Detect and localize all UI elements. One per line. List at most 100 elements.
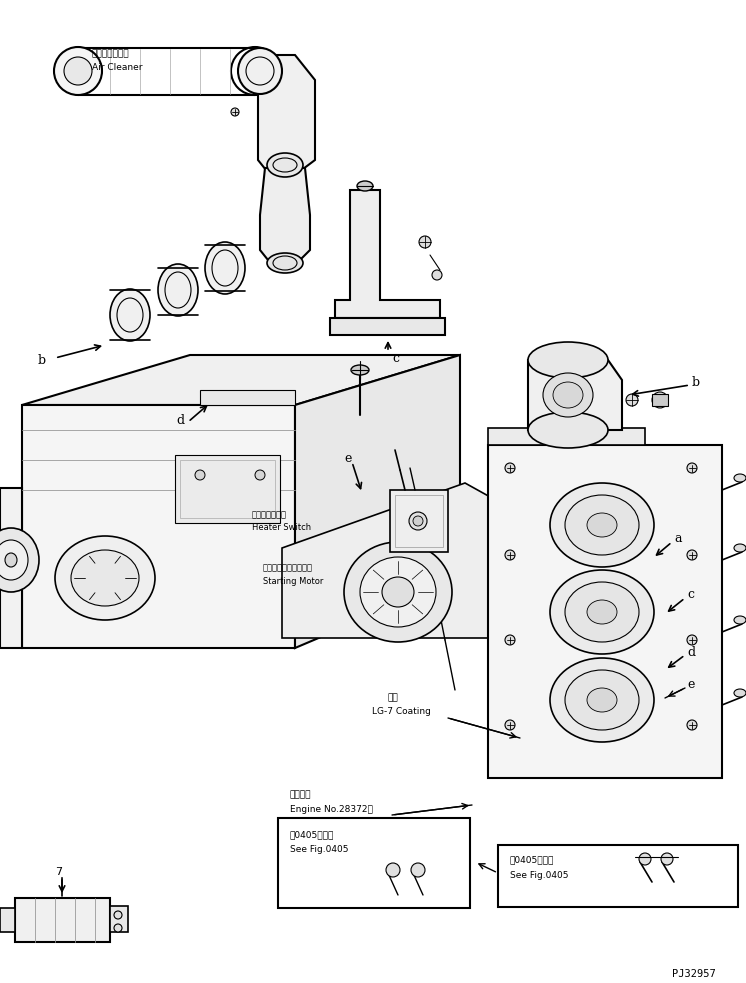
Ellipse shape <box>550 570 654 654</box>
Text: c: c <box>687 589 694 602</box>
Ellipse shape <box>382 577 414 607</box>
Bar <box>180 460 275 518</box>
Polygon shape <box>488 428 645 445</box>
Text: Engine No.28372～: Engine No.28372～ <box>290 805 373 815</box>
Circle shape <box>661 853 673 865</box>
Ellipse shape <box>205 242 245 294</box>
Circle shape <box>687 463 697 473</box>
Bar <box>278 818 470 908</box>
Ellipse shape <box>360 557 436 627</box>
Text: b: b <box>38 354 46 367</box>
Circle shape <box>386 863 400 877</box>
Polygon shape <box>252 55 315 175</box>
Ellipse shape <box>71 550 139 606</box>
Circle shape <box>505 550 515 560</box>
Circle shape <box>413 516 423 526</box>
Ellipse shape <box>652 392 668 408</box>
Ellipse shape <box>587 600 617 624</box>
Ellipse shape <box>587 513 617 537</box>
Text: d: d <box>687 646 695 659</box>
Text: e: e <box>687 678 695 691</box>
Text: c: c <box>392 352 399 365</box>
Ellipse shape <box>158 264 198 316</box>
Text: See Fig.0405: See Fig.0405 <box>510 871 568 880</box>
Polygon shape <box>200 390 295 405</box>
Bar <box>110 906 128 932</box>
Bar <box>0 908 15 932</box>
Circle shape <box>419 236 431 248</box>
Circle shape <box>114 924 122 932</box>
Circle shape <box>411 863 425 877</box>
Circle shape <box>626 394 638 406</box>
Ellipse shape <box>110 289 150 341</box>
Ellipse shape <box>734 544 746 552</box>
Text: a: a <box>674 533 682 546</box>
Text: Air Cleaner: Air Cleaner <box>92 64 142 73</box>
Ellipse shape <box>267 253 303 273</box>
Text: d: d <box>176 414 184 427</box>
Circle shape <box>231 108 239 116</box>
Ellipse shape <box>5 553 17 567</box>
Ellipse shape <box>55 536 155 620</box>
Polygon shape <box>528 360 622 430</box>
Circle shape <box>505 463 515 473</box>
Ellipse shape <box>550 658 654 742</box>
Circle shape <box>687 635 697 645</box>
Text: ヒータスイッチ: ヒータスイッチ <box>252 510 287 519</box>
Polygon shape <box>260 168 310 265</box>
Ellipse shape <box>238 48 282 94</box>
Ellipse shape <box>587 688 617 712</box>
Ellipse shape <box>0 540 28 580</box>
Polygon shape <box>652 394 668 406</box>
Text: 第0405図参照: 第0405図参照 <box>510 855 554 864</box>
Text: b: b <box>692 376 700 388</box>
Polygon shape <box>488 445 722 778</box>
Circle shape <box>114 911 122 919</box>
Bar <box>395 495 443 547</box>
Ellipse shape <box>553 382 583 408</box>
Circle shape <box>432 270 442 280</box>
Bar <box>175 455 280 523</box>
Circle shape <box>409 512 427 530</box>
Ellipse shape <box>734 474 746 482</box>
Polygon shape <box>0 488 22 648</box>
Circle shape <box>639 853 651 865</box>
Polygon shape <box>295 355 460 648</box>
Ellipse shape <box>351 365 369 375</box>
Text: 適用号機: 適用号機 <box>290 790 312 799</box>
Ellipse shape <box>528 412 608 448</box>
Circle shape <box>195 470 205 480</box>
Bar <box>15 898 110 942</box>
Text: LG-7 Coating: LG-7 Coating <box>372 708 431 717</box>
Ellipse shape <box>0 528 39 592</box>
Ellipse shape <box>734 689 746 697</box>
Text: PJ32957: PJ32957 <box>672 969 715 979</box>
Text: See Fig.0405: See Fig.0405 <box>290 845 348 854</box>
Text: 7: 7 <box>55 867 62 877</box>
Polygon shape <box>282 483 528 638</box>
Ellipse shape <box>558 418 578 430</box>
Circle shape <box>505 635 515 645</box>
Polygon shape <box>22 355 460 405</box>
Circle shape <box>687 720 697 730</box>
Text: スターティングモータ: スターティングモータ <box>263 563 313 572</box>
Ellipse shape <box>344 542 452 642</box>
Bar <box>390 490 448 552</box>
Ellipse shape <box>565 495 639 555</box>
Ellipse shape <box>550 483 654 567</box>
Ellipse shape <box>267 153 303 177</box>
Ellipse shape <box>54 47 102 95</box>
Ellipse shape <box>565 582 639 642</box>
Circle shape <box>255 470 265 480</box>
Text: エアークリーナ: エアークリーナ <box>92 49 130 59</box>
Ellipse shape <box>528 342 608 378</box>
Text: Heater Switch: Heater Switch <box>252 524 311 533</box>
Circle shape <box>505 720 515 730</box>
Polygon shape <box>330 318 445 335</box>
Polygon shape <box>22 405 295 648</box>
Text: 第0405図参照: 第0405図参照 <box>290 831 334 839</box>
Polygon shape <box>335 190 440 318</box>
Ellipse shape <box>565 670 639 730</box>
Bar <box>498 845 738 907</box>
Ellipse shape <box>543 373 593 417</box>
